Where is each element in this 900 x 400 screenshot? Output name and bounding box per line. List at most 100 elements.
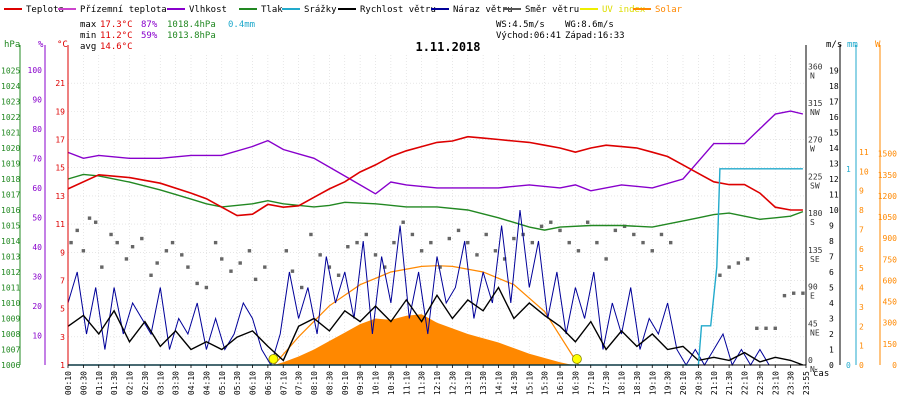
x-tick-label: 15:10 bbox=[525, 371, 534, 395]
unit-temp: °C bbox=[57, 40, 68, 50]
pct-tick-label: 100 bbox=[28, 66, 43, 75]
pct-tick-label: 70 bbox=[32, 154, 42, 163]
stat-sunrise: Východ:06:41 bbox=[496, 31, 561, 41]
stat-max-hum: 87% bbox=[141, 20, 158, 30]
temp-tick-label: 5 bbox=[60, 305, 65, 314]
ms-tick-label: 13 bbox=[829, 160, 839, 169]
legend-label-0: Teplota bbox=[26, 5, 64, 15]
wind-dir-point bbox=[93, 220, 98, 224]
wind-dir-point bbox=[438, 265, 442, 269]
legend-label-2: Vlhkost bbox=[189, 5, 227, 15]
dir-tick-label: N bbox=[810, 365, 815, 374]
w-tick-label: 150 bbox=[883, 340, 898, 349]
x-tick-label: 18:10 bbox=[618, 371, 627, 395]
solar-layer bbox=[273, 265, 580, 366]
wind-dir-point bbox=[69, 240, 73, 245]
x-tick-label: 14:30 bbox=[510, 371, 519, 395]
wind-dir-point bbox=[755, 326, 759, 330]
x-tick-label: 19:10 bbox=[648, 371, 657, 395]
hpa-tick-label: 1011 bbox=[1, 284, 20, 293]
sunset-marker bbox=[572, 354, 582, 364]
wind-dir-point bbox=[745, 257, 750, 261]
wind-dir-point bbox=[238, 261, 242, 265]
wind-dir-point bbox=[493, 249, 498, 253]
x-tick-label: 14:10 bbox=[495, 371, 504, 395]
solar-area bbox=[274, 314, 579, 365]
uv-tick-label: 4 bbox=[859, 284, 864, 293]
uv-tick-label: 9 bbox=[859, 187, 864, 196]
ms-tick-label: 0 bbox=[829, 361, 834, 370]
wind-dir-point bbox=[81, 249, 86, 253]
wind-dir-point bbox=[87, 216, 92, 220]
temp-tick-label: 9 bbox=[60, 248, 65, 257]
wind-dir-point bbox=[140, 236, 144, 241]
x-tick-label: 13:10 bbox=[464, 371, 473, 395]
wind-dir-point bbox=[392, 240, 396, 245]
x-tick-label: 12:30 bbox=[448, 371, 457, 395]
wind-dir-point bbox=[263, 265, 267, 269]
hpa-tick-label: 1023 bbox=[1, 98, 20, 107]
hpa-tick-label: 1015 bbox=[1, 222, 20, 231]
x-tick-label: 06:10 bbox=[249, 371, 258, 395]
wind-dir-point bbox=[669, 240, 673, 245]
wind-dir-point bbox=[327, 265, 332, 269]
x-tick-label: 08:30 bbox=[325, 371, 334, 395]
wind-dir-point bbox=[764, 326, 768, 330]
wind-dir-point bbox=[466, 240, 470, 245]
gust-line bbox=[67, 209, 803, 367]
x-tick-label: 20:30 bbox=[694, 371, 703, 395]
uv-tick-label: 3 bbox=[859, 303, 864, 312]
wind-dir-point bbox=[801, 291, 805, 295]
w-tick-label: 1050 bbox=[878, 213, 897, 222]
wind-dir-point bbox=[613, 228, 618, 233]
stat-min-label: min bbox=[80, 31, 96, 41]
ms-tick-label: 15 bbox=[829, 129, 839, 138]
wind-dir-point bbox=[792, 291, 796, 295]
w-tick-label: 1200 bbox=[878, 192, 897, 201]
legend-label-5: Rychlost větru bbox=[360, 5, 436, 15]
wind-dir-point bbox=[284, 249, 289, 253]
unit-pct: % bbox=[38, 40, 44, 50]
wind-dir-point bbox=[512, 236, 516, 241]
wind-dir-point bbox=[247, 249, 252, 253]
wind-dir-point bbox=[549, 220, 553, 224]
mm-tick-label: 1 bbox=[846, 165, 851, 174]
ms-tick-label: 5 bbox=[829, 284, 834, 293]
x-tick-label: 22:30 bbox=[756, 371, 765, 395]
wind-dir-point bbox=[355, 240, 359, 245]
wind-dir-point bbox=[539, 224, 544, 229]
stat-max-label: max bbox=[80, 20, 97, 30]
wind-dir-point bbox=[220, 257, 224, 261]
hpa-tick-label: 1020 bbox=[1, 144, 20, 153]
legend: Teplota Přízemní teplota Vlhkost Tlak Srážky… bbox=[4, 5, 683, 15]
wind-dir-point bbox=[383, 265, 387, 269]
pct-tick-label: 40 bbox=[32, 243, 42, 252]
stat-sunset: Západ:16:33 bbox=[565, 31, 625, 41]
dir-tick-degree: 0 bbox=[808, 356, 813, 365]
wind-dir-point bbox=[530, 240, 535, 245]
x-tick-label: 08:10 bbox=[310, 371, 319, 395]
stat-max-temp: 17.3°C bbox=[100, 20, 133, 30]
w-tick-label: 750 bbox=[883, 255, 898, 264]
dir-tick-degree: 180 bbox=[808, 209, 823, 218]
x-tick-label: 00:10 bbox=[64, 371, 73, 395]
temp-tick-label: 15 bbox=[55, 164, 65, 173]
wind-dir-point bbox=[204, 285, 209, 290]
x-tick-label: 05:10 bbox=[218, 371, 227, 395]
rain-line bbox=[68, 168, 803, 366]
dir-tick-label: NW bbox=[810, 108, 820, 117]
x-tick-label: 11:30 bbox=[418, 371, 427, 395]
wind-dir-point bbox=[475, 253, 479, 257]
w-tick-label: 1500 bbox=[878, 150, 897, 159]
dir-tick-degree: 135 bbox=[808, 246, 823, 255]
temp-tick-label: 19 bbox=[55, 107, 65, 116]
wind-dir-point bbox=[650, 249, 654, 253]
w-tick-label: 1350 bbox=[878, 171, 897, 180]
x-tick-label: 04:30 bbox=[202, 371, 211, 395]
chart-title: 1.11.2018 bbox=[415, 40, 480, 54]
wind-dir-point bbox=[401, 220, 405, 224]
hpa-tick-label: 1013 bbox=[1, 253, 20, 262]
hpa-tick-label: 1021 bbox=[1, 129, 20, 138]
hpa-tick-label: 1022 bbox=[1, 113, 20, 122]
x-tick-label: 02:10 bbox=[126, 371, 135, 395]
